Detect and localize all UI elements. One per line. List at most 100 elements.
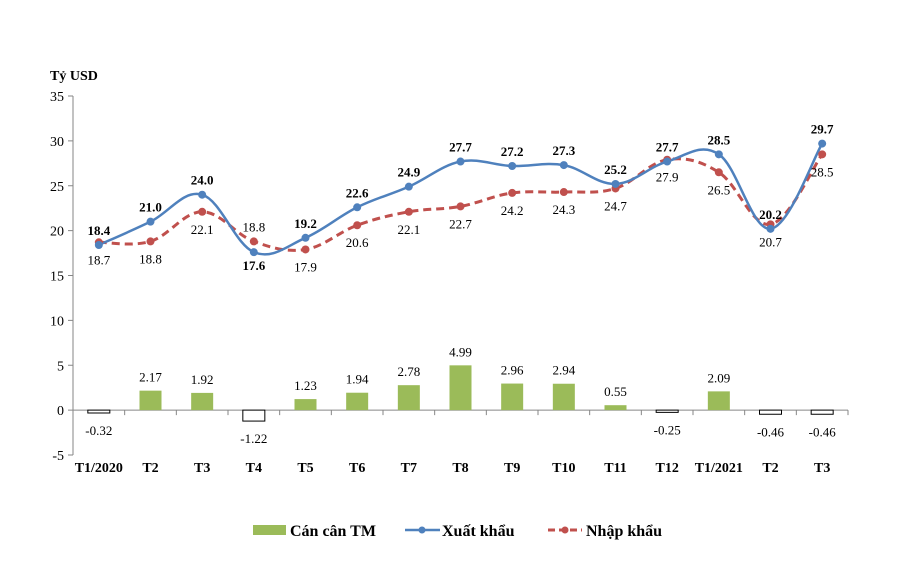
point-import [456, 202, 465, 211]
bar-label: -0.25 [654, 422, 681, 437]
bar-label: 2.78 [397, 364, 420, 379]
export-label: 28.5 [707, 132, 730, 147]
x-tick-label: T2 [762, 461, 778, 476]
bar-label: -0.46 [809, 424, 837, 439]
import-label: 24.2 [501, 203, 524, 218]
export-label: 22.6 [346, 185, 369, 200]
x-tick-label: T11 [604, 461, 627, 476]
legend-label-import: Nhập khẩu [586, 523, 662, 540]
bar-label: 1.94 [346, 372, 369, 387]
point-export [198, 190, 207, 199]
y-tick-label: 30 [50, 135, 64, 150]
x-tick-label: T1/2020 [75, 461, 123, 476]
bar-balance [191, 392, 214, 411]
bar-label: 2.94 [552, 363, 575, 378]
point-import [818, 150, 827, 159]
point-export [456, 157, 465, 166]
export-label: 27.7 [449, 140, 472, 155]
import-label: 20.6 [346, 235, 369, 250]
point-import [353, 221, 362, 230]
export-label: 27.2 [501, 144, 524, 159]
bar-label: -1.22 [240, 431, 267, 446]
export-label: 24.9 [397, 165, 420, 180]
point-import [249, 237, 258, 246]
bar-balance [346, 392, 369, 411]
x-tick-label: T8 [452, 461, 468, 476]
point-export [818, 139, 827, 148]
bar-label: 2.17 [139, 370, 162, 385]
export-label: 21.0 [139, 200, 162, 215]
y-tick-label: 35 [50, 90, 64, 105]
bar-balance [242, 409, 266, 422]
x-tick-label: T3 [194, 461, 210, 476]
import-label: 22.7 [449, 216, 472, 231]
import-label: 18.7 [87, 252, 110, 267]
point-export [508, 162, 517, 171]
legend-label-balance: Cán cân TM [290, 523, 376, 540]
x-tick-label: T10 [552, 461, 575, 476]
import-label: 18.8 [242, 219, 265, 234]
x-tick-label: T3 [814, 461, 830, 476]
bar-balance [139, 390, 162, 411]
bar-balance [294, 399, 317, 411]
export-label: 19.2 [294, 216, 317, 231]
point-import [714, 168, 723, 177]
bar-label: 0.55 [604, 384, 627, 399]
export-label: 24.0 [191, 173, 214, 188]
bar-balance [449, 365, 472, 411]
bar-balance [604, 405, 627, 411]
y-axis-title: Tỷ USD [50, 69, 98, 84]
point-export [249, 248, 258, 257]
import-label: 20.7 [759, 234, 782, 249]
point-import [146, 237, 155, 246]
bar-balance [759, 409, 782, 415]
import-label: 22.1 [191, 222, 214, 237]
export-label: 27.7 [656, 140, 679, 155]
bar-balance [655, 409, 679, 413]
y-tick-label: -5 [52, 449, 64, 464]
import-label: 22.1 [397, 222, 420, 237]
bar-balance [501, 383, 524, 411]
legend-swatch-balance [253, 525, 286, 535]
x-tick-label: T12 [655, 461, 678, 476]
y-tick-label: 0 [57, 404, 64, 419]
point-export [611, 179, 620, 188]
point-export [353, 203, 362, 212]
import-label: 18.8 [139, 251, 162, 266]
y-tick-label: 10 [50, 314, 64, 329]
point-import [404, 207, 413, 216]
point-export [766, 224, 775, 233]
x-tick-label: T5 [297, 461, 313, 476]
point-export [94, 240, 103, 249]
point-export [714, 150, 723, 159]
import-label: 26.5 [707, 182, 730, 197]
legend-marker-export [418, 526, 426, 534]
legend-marker-import [561, 526, 569, 534]
bar-label: 1.23 [294, 378, 317, 393]
y-tick-label: 15 [50, 270, 64, 285]
bar-label: -0.46 [757, 424, 785, 439]
export-label: 20.2 [759, 207, 782, 222]
x-tick-label: T7 [401, 461, 417, 476]
import-label: 17.9 [294, 259, 317, 274]
legend-label-export: Xuất khẩu [442, 523, 515, 540]
import-label: 24.3 [552, 202, 575, 217]
bar-balance [397, 385, 420, 411]
y-tick-label: 20 [50, 225, 64, 240]
bar-label: 1.92 [191, 372, 214, 387]
point-export [146, 217, 155, 226]
bar-label: 2.96 [501, 363, 524, 378]
y-tick-label: 25 [50, 180, 64, 195]
point-import [198, 207, 207, 216]
export-label: 25.2 [604, 162, 627, 177]
import-label: 27.9 [656, 170, 679, 185]
export-label: 17.6 [242, 258, 265, 273]
point-export [301, 233, 310, 242]
bar-balance [552, 383, 575, 411]
point-import [559, 188, 568, 197]
legend: Cán cân TM Xuất khẩu Nhập khẩu [253, 523, 662, 540]
x-tick-label: T4 [246, 461, 262, 476]
bar-balance [707, 391, 730, 411]
export-label: 29.7 [811, 122, 834, 137]
